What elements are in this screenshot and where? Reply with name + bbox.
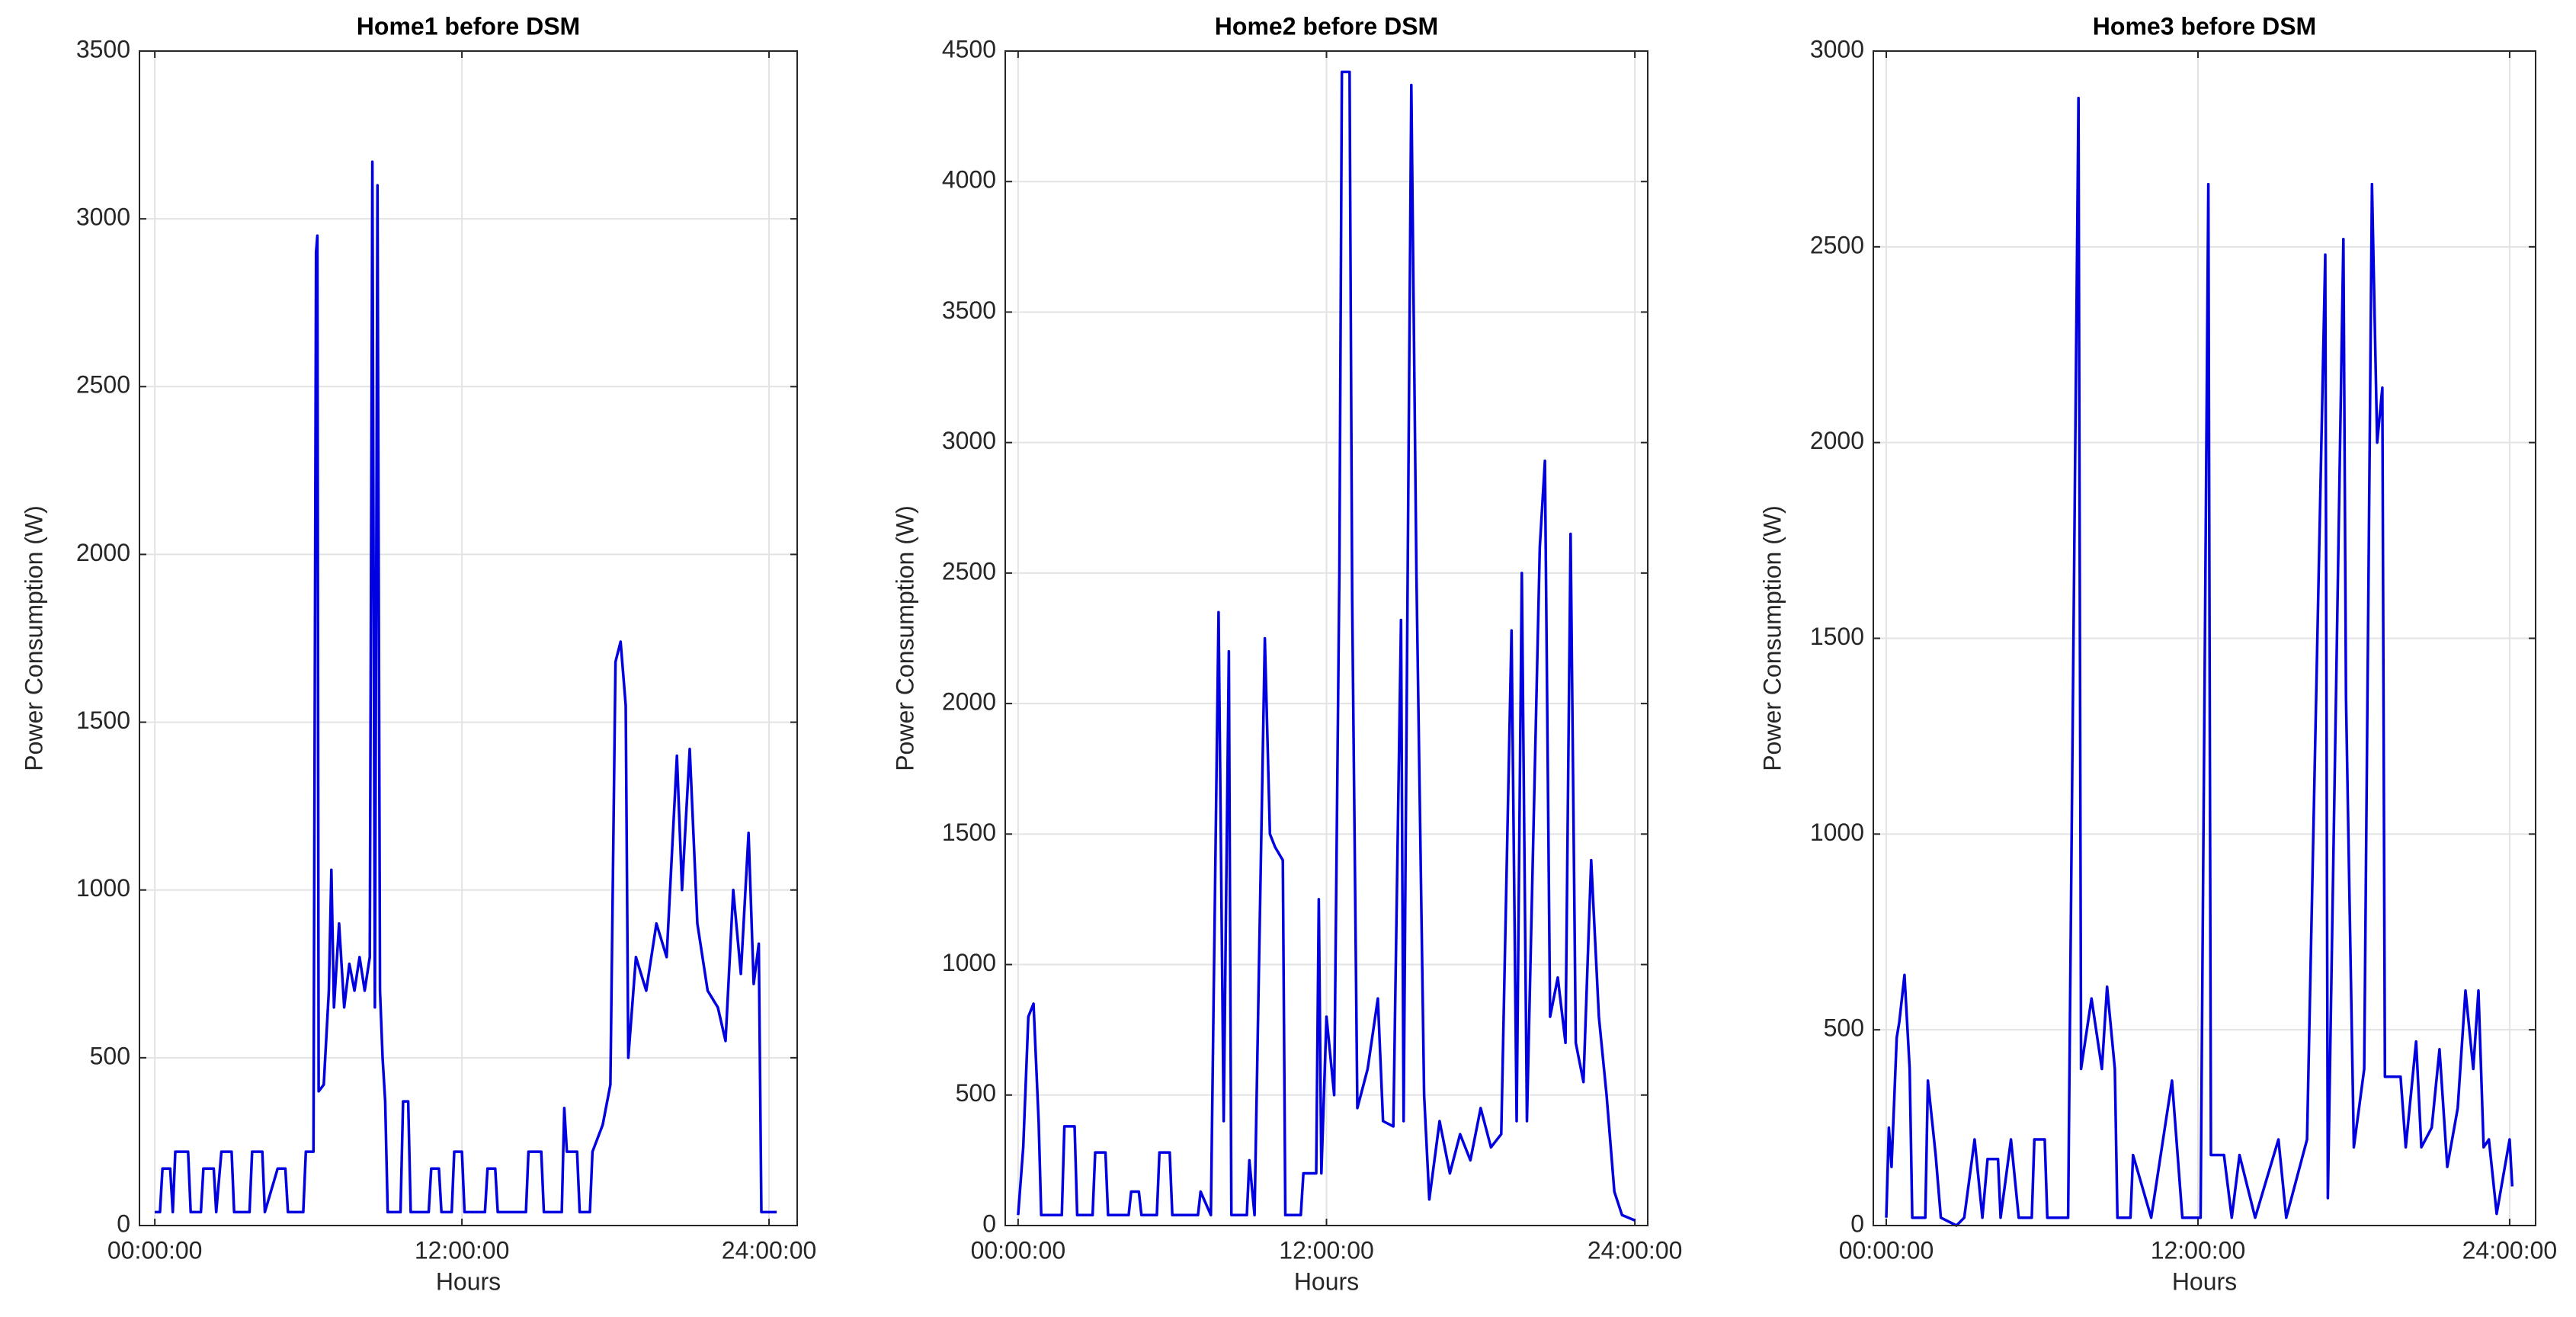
y-tick-label: 2500: [76, 371, 130, 399]
y-tick-label: 1000: [1810, 819, 1864, 846]
x-tick-label: 12:00:00: [2151, 1236, 2246, 1264]
x-tick-label: 12:00:00: [415, 1236, 510, 1264]
y-tick-label: 1000: [76, 874, 130, 902]
y-tick-label: 3500: [76, 35, 130, 62]
x-tick-label: 00:00:00: [971, 1236, 1066, 1264]
data-line: [1017, 70, 1636, 1222]
y-tick-label: 4500: [942, 35, 996, 62]
y-axis-label: Power Consumption (W): [20, 505, 47, 771]
x-tick-label: 00:00:00: [107, 1236, 203, 1264]
y-tick-label: 3000: [942, 427, 996, 454]
y-tick-label: 2500: [1810, 231, 1864, 258]
x-axis-label: Hours: [1294, 1267, 1359, 1295]
chart-title: Home2 before DSM: [1215, 12, 1438, 40]
axes-box: [1004, 50, 1648, 1226]
y-tick-label: 0: [1850, 1210, 1864, 1237]
y-tick-label: 2000: [1810, 427, 1864, 454]
y-tick-label: 2500: [942, 557, 996, 585]
x-tick-label: 00:00:00: [1839, 1236, 1934, 1264]
y-tick-label: 0: [982, 1210, 996, 1237]
data-line: [1885, 96, 2514, 1227]
y-tick-label: 3000: [1810, 35, 1864, 62]
y-tick-label: 2000: [76, 539, 130, 566]
plot-area: [139, 51, 797, 1226]
x-tick-label: 24:00:00: [722, 1236, 817, 1264]
x-axis-label: Hours: [2172, 1267, 2237, 1295]
y-tick-label: 2000: [942, 688, 996, 716]
y-tick-label: 0: [117, 1210, 130, 1237]
axes-box: [1873, 50, 2536, 1226]
y-tick-label: 4000: [942, 166, 996, 194]
chart-title: Home3 before DSM: [2093, 12, 2316, 40]
y-axis-label: Power Consumption (W): [891, 505, 918, 771]
y-tick-label: 1000: [942, 949, 996, 976]
y-tick-label: 500: [1824, 1014, 1864, 1042]
data-line: [155, 160, 777, 1214]
y-tick-label: 3500: [942, 296, 996, 324]
y-axis-label: Power Consumption (W): [1758, 505, 1786, 771]
x-tick-label: 24:00:00: [2462, 1236, 2558, 1264]
y-tick-label: 1500: [942, 819, 996, 846]
x-axis-label: Hours: [436, 1267, 501, 1295]
chart-title: Home1 before DSM: [357, 12, 580, 40]
y-tick-label: 1500: [76, 707, 130, 734]
x-tick-label: 24:00:00: [1588, 1236, 1683, 1264]
x-tick-label: 12:00:00: [1279, 1236, 1374, 1264]
y-tick-label: 1500: [1810, 623, 1864, 650]
y-tick-label: 3000: [76, 203, 130, 231]
y-tick-label: 500: [956, 1079, 996, 1107]
y-tick-label: 500: [90, 1042, 130, 1069]
axes-box: [139, 50, 798, 1226]
